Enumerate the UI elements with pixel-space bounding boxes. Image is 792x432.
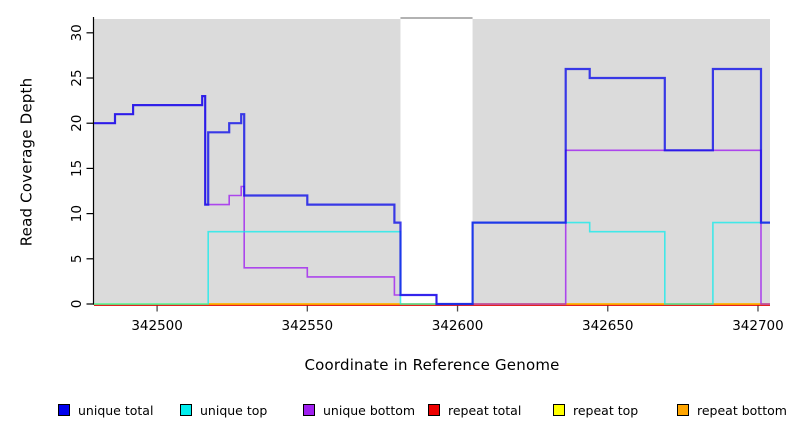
y-tick-label: 15	[69, 160, 85, 177]
x-tick-label: 342550	[282, 318, 334, 334]
y-tick-label: 5	[69, 255, 85, 264]
x-tick-label: 342650	[582, 318, 634, 334]
legend-item-repeat-total: repeat total	[428, 400, 521, 419]
x-tick-label: 342500	[131, 318, 183, 334]
y-tick-label: 10	[69, 205, 85, 222]
legend-label: repeat top	[573, 403, 639, 418]
series-line-unique-total	[94, 67, 770, 306]
legend-item-repeat-top: repeat top	[553, 400, 638, 419]
legend-label: unique total	[78, 403, 154, 418]
legend-swatch-repeat-bottom	[677, 404, 689, 416]
legend-swatch-unique-total	[58, 404, 70, 416]
legend-swatch-unique-top	[180, 404, 192, 416]
legend-label: repeat total	[448, 403, 522, 418]
legend-label: unique bottom	[323, 403, 416, 418]
x-axis-title: Coordinate in Reference Genome	[304, 356, 560, 374]
legend-label: unique top	[200, 403, 268, 418]
coverage-chart: 0 5 10 15 20 25 30 342500 342550 342600 342650 3427…	[69, 17, 784, 334]
y-tick-label: 0	[69, 300, 85, 309]
legend-swatch-repeat-top	[553, 404, 565, 416]
y-tick-label: 30	[69, 24, 85, 41]
legend-item-unique-top: unique top	[180, 400, 267, 419]
x-tick-label: 342700	[732, 318, 784, 334]
legend-item-unique-bottom: unique bottom	[303, 400, 415, 419]
legend-swatch-unique-bottom	[303, 404, 315, 416]
legend-item-repeat-bottom: repeat bottom	[677, 400, 787, 419]
legend-label: repeat bottom	[697, 403, 787, 418]
y-axis-title: Read Coverage Depth	[17, 77, 36, 247]
legend-item-unique-total: unique total	[58, 400, 153, 419]
legend-swatch-repeat-total	[428, 404, 440, 416]
unshaded-band	[400, 18, 473, 305]
y-tick-label: 25	[69, 69, 85, 86]
x-tick-label: 342600	[432, 318, 484, 334]
y-tick-label: 20	[69, 115, 85, 132]
